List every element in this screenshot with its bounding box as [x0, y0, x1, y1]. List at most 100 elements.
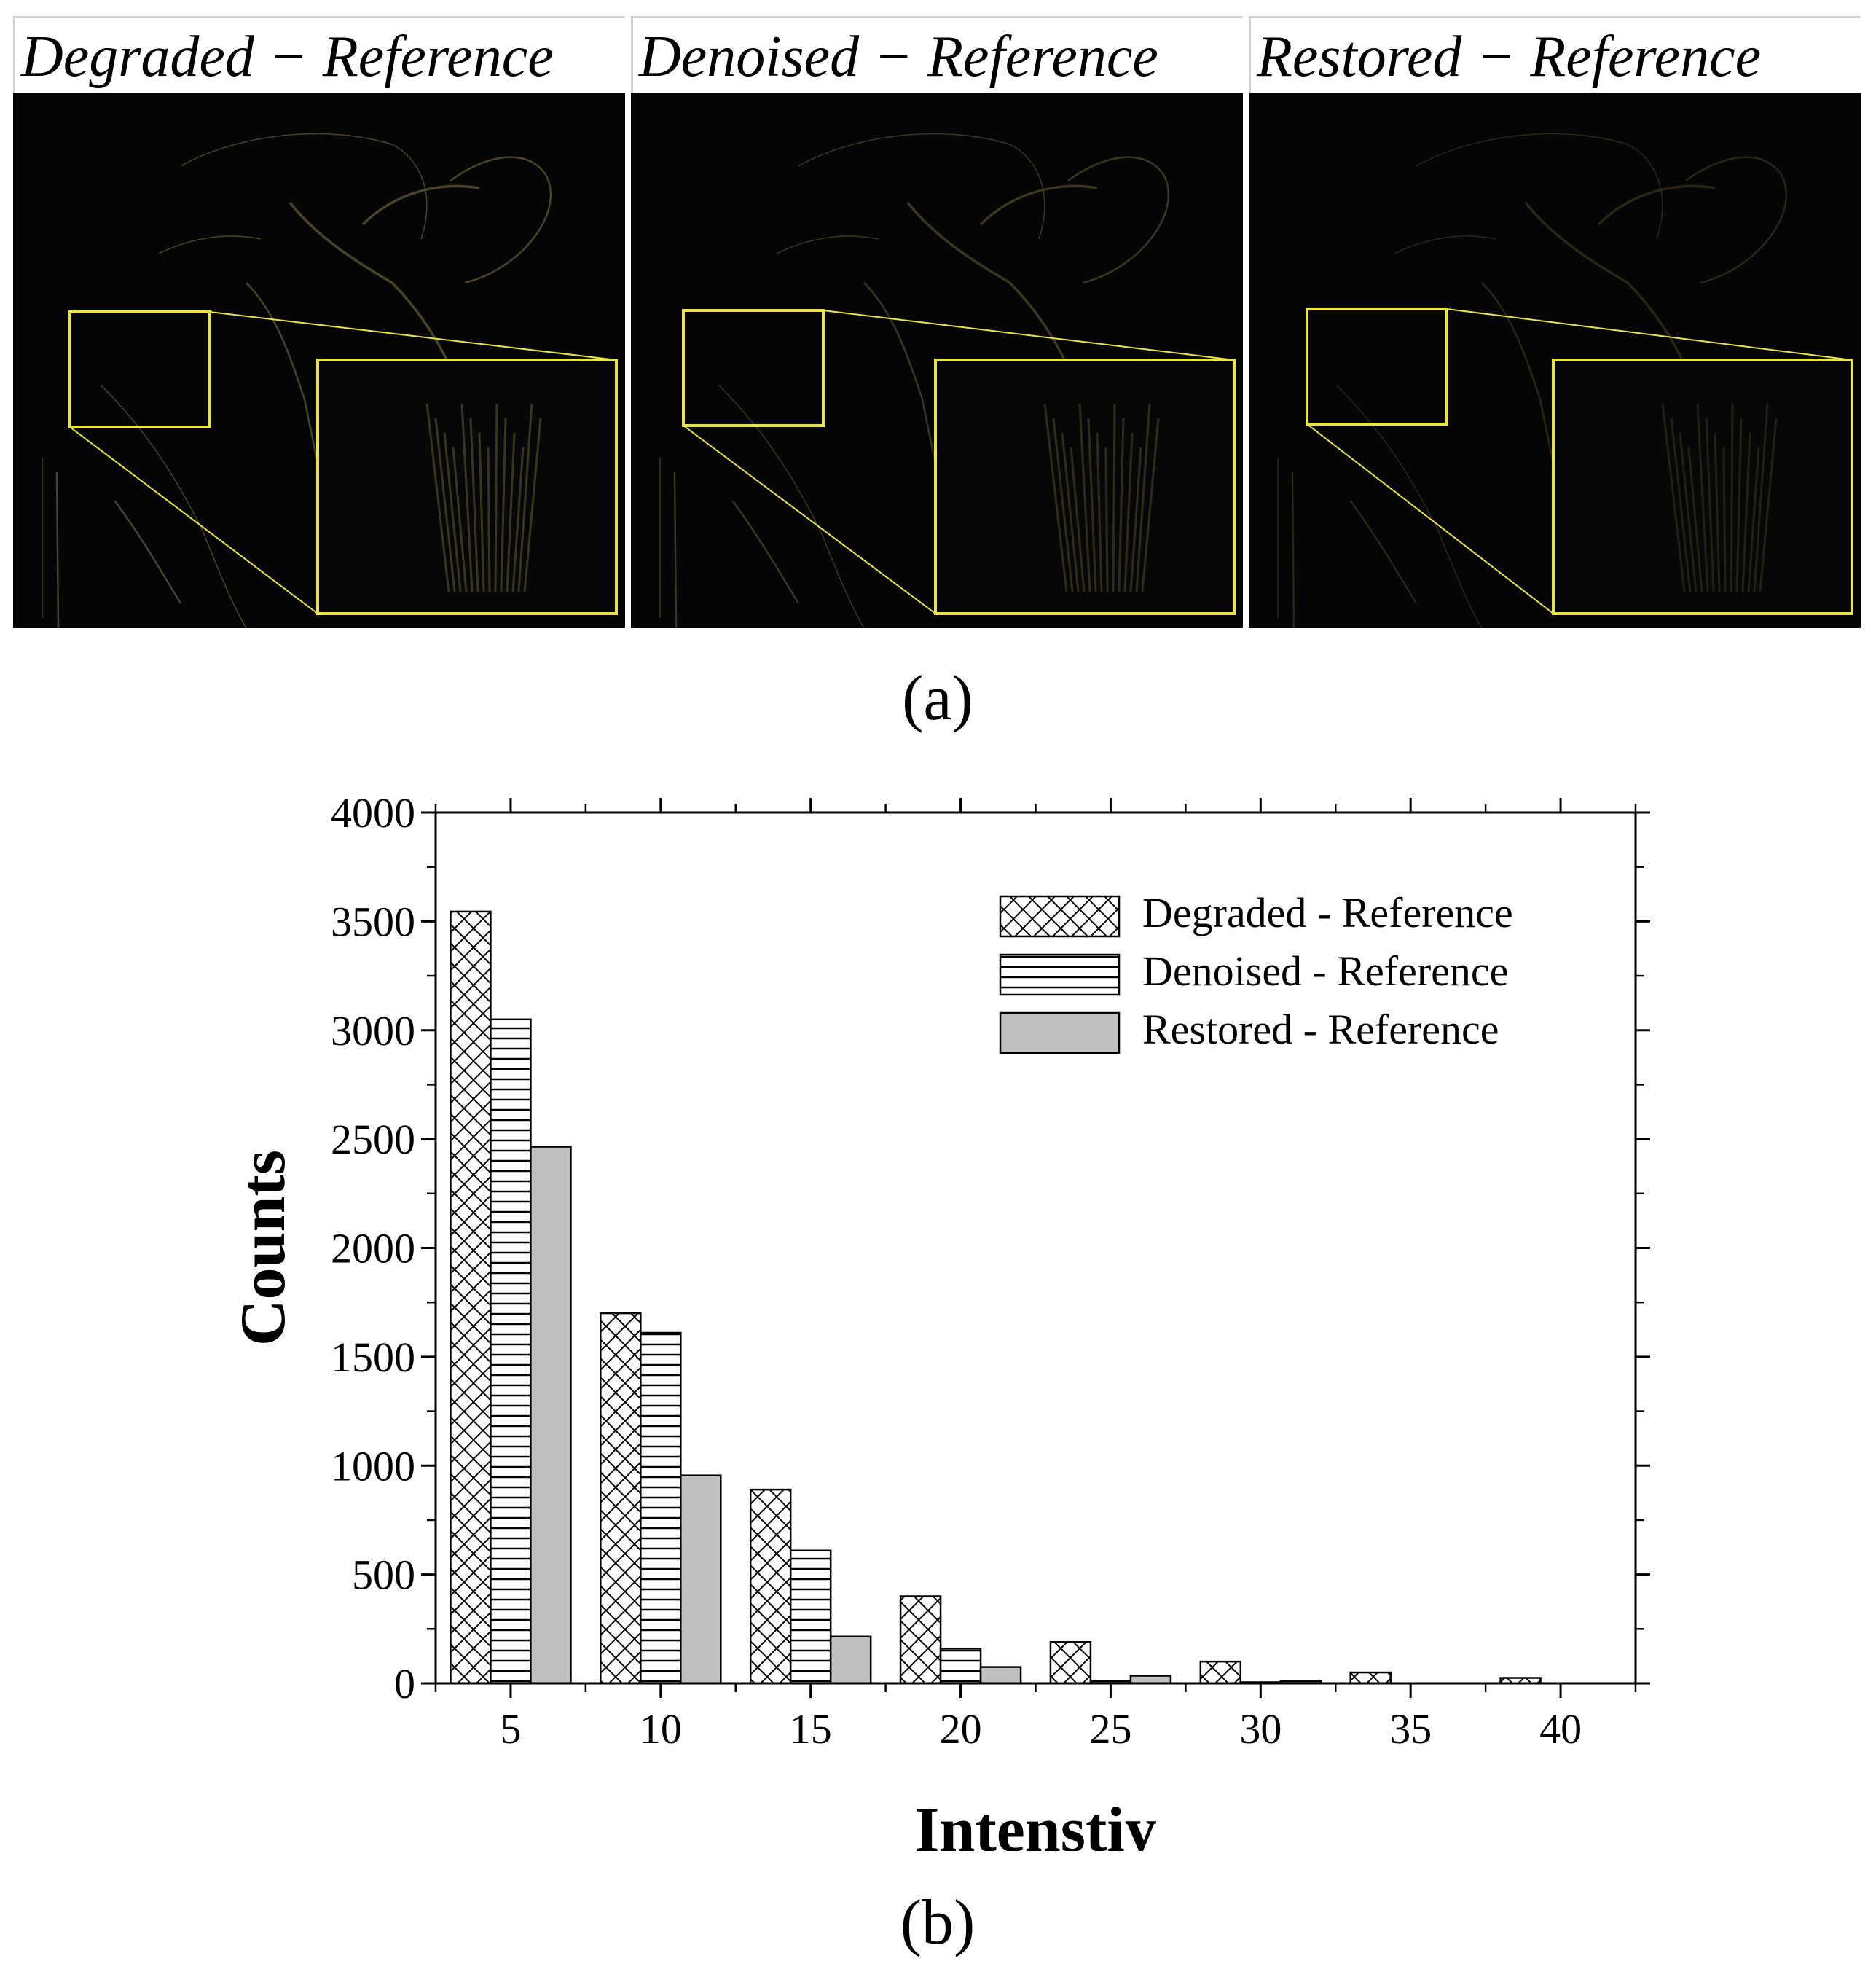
x-tick-label: 40 [1539, 1705, 1582, 1753]
bar-crosshatch [899, 1595, 942, 1685]
connector-line [209, 311, 617, 361]
y-tick-label: 2000 [331, 1225, 415, 1272]
bar-crosshatch [450, 910, 492, 1685]
edge-stroke [798, 133, 1045, 240]
difference-map-degraded [42, 133, 618, 628]
edge-stroke [158, 235, 262, 254]
bar-horizontal [640, 1331, 682, 1685]
diff-image-restored [1249, 93, 1861, 628]
bar-horizontal [939, 1647, 982, 1685]
zoom-detail [1661, 403, 1686, 592]
zoom-box [316, 359, 618, 615]
zoom-detail [1078, 403, 1091, 592]
zoom-detail [1714, 432, 1721, 592]
zoom-detail [434, 418, 456, 592]
edge-stroke [1349, 501, 1418, 604]
zoom-inset [1553, 360, 1852, 614]
bar-crosshatch [749, 1488, 792, 1685]
zoom-detail [1759, 418, 1778, 592]
zoom-detail [517, 403, 533, 592]
zoom-detail [1741, 432, 1751, 592]
bar-gray [530, 1146, 572, 1685]
zoom-detail [1123, 432, 1134, 592]
connector-line [1306, 423, 1554, 614]
diff-title-denoised: Denoised − Reference [631, 16, 1243, 93]
edge-stroke [180, 133, 428, 240]
y-tick-label: 2500 [331, 1116, 415, 1163]
zoom-detail [1104, 447, 1109, 592]
bar-crosshatch [600, 1312, 642, 1685]
x-tick-label: 20 [940, 1705, 982, 1753]
edge-stroke [1335, 384, 1483, 628]
zoom-detail [452, 447, 468, 592]
zoom-detail [1129, 447, 1142, 592]
zoom-detail [478, 432, 485, 592]
zoom-detail [443, 432, 462, 592]
zoom-detail [1753, 403, 1769, 592]
bar-horizontal [490, 1018, 532, 1685]
y-tick-label: 1500 [331, 1334, 415, 1381]
axes-group: 0 500 1000 1500 2000 2500 3000 3500 4000 5 10 15 20 2… [331, 789, 1650, 1753]
zoom-inset [935, 360, 1234, 614]
diff-panel-restored: Restored − Reference [1249, 16, 1861, 628]
panel-a: Degraded − Reference Denoised − Referenc… [13, 16, 1864, 628]
zoom-detail [469, 418, 479, 592]
bar-crosshatch [1049, 1640, 1092, 1685]
y-axis-title: Counts [228, 1150, 299, 1346]
zoom-detail [1696, 403, 1709, 592]
x-axis-title: Intenstiy [914, 1795, 1157, 1851]
zoom-detail [1112, 403, 1116, 592]
zoom-detail [1687, 447, 1703, 592]
x-tick-label: 15 [790, 1705, 832, 1753]
zoom-detail [1043, 403, 1068, 592]
edge-stroke [361, 184, 480, 226]
roi-box [68, 310, 211, 428]
edge-stroke [450, 156, 552, 284]
diff-title-degraded: Degraded − Reference [13, 16, 625, 93]
histogram-chart: 0 500 1000 1500 2000 2500 3000 3500 4000 5 10 15 20 2… [228, 789, 1650, 1851]
legend-label: Denoised - Reference [1142, 947, 1508, 995]
bar-crosshatch [1199, 1660, 1242, 1685]
y-tick-label: 1000 [331, 1442, 415, 1490]
zoom-detail [1722, 447, 1727, 592]
connector-line [823, 310, 1235, 361]
edge-stroke [776, 235, 879, 254]
zoom-detail [1118, 418, 1125, 592]
x-tick-label: 10 [640, 1705, 682, 1753]
roi-box [682, 309, 825, 427]
zoom-detail [460, 403, 474, 592]
caption-a: (a) [902, 663, 973, 734]
bar-horizontal [789, 1549, 832, 1685]
connector-line [69, 426, 318, 614]
diff-panel-degraded: Degraded − Reference [13, 16, 625, 628]
zoom-detail [1096, 432, 1103, 592]
y-tick-label: 3500 [331, 898, 415, 945]
zoom-detail [500, 418, 507, 592]
legend-swatch-horizontal [999, 953, 1121, 996]
y-tick-label: 3000 [331, 1007, 415, 1054]
edge-stroke [1416, 133, 1663, 240]
edge-stroke [1291, 471, 1295, 628]
zoom-detail [487, 447, 491, 592]
legend-label: Degraded - Reference [1142, 889, 1513, 936]
bars-group [450, 910, 1542, 1685]
diff-image-denoised [631, 93, 1243, 628]
legend-swatch-gray [999, 1011, 1121, 1054]
zoom-detail [1705, 418, 1715, 592]
zoom-detail [1070, 447, 1086, 592]
x-tick-label: 5 [500, 1705, 521, 1753]
bar-gray [1129, 1675, 1172, 1685]
zoom-detail [511, 447, 525, 592]
x-tick-label: 25 [1089, 1705, 1131, 1753]
zoom-detail [1141, 418, 1160, 592]
bar-gray [680, 1474, 722, 1685]
zoom-detail [1052, 418, 1074, 592]
y-tick-label: 0 [394, 1660, 415, 1707]
zoom-detail [506, 432, 516, 592]
zoom-detail [523, 418, 542, 592]
edge-stroke [673, 471, 678, 628]
zoom-detail [1735, 418, 1743, 592]
diff-image-degraded [13, 93, 625, 628]
zoom-detail [425, 403, 450, 592]
zoom-background [1553, 360, 1852, 614]
